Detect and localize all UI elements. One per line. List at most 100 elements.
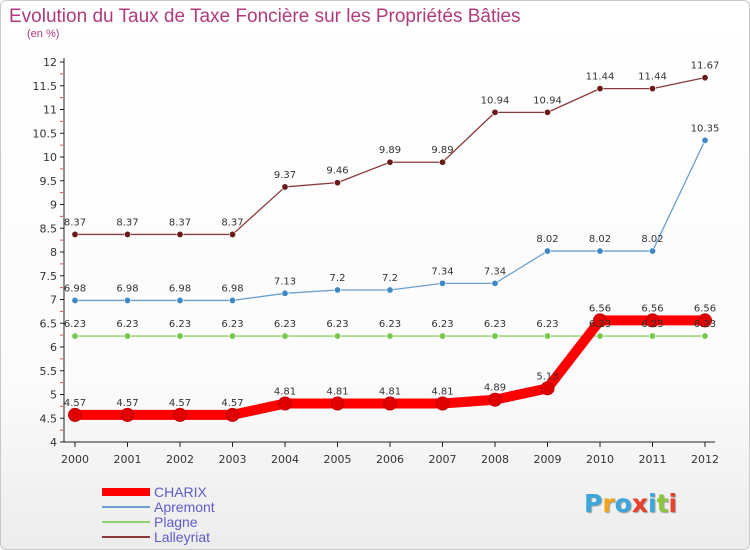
y-tick-label: 12	[43, 56, 57, 69]
data-point	[543, 108, 551, 116]
x-tick-label: 2006	[376, 453, 404, 466]
data-point	[330, 396, 345, 411]
data-label: 7.13	[274, 276, 296, 287]
data-label: 4.81	[379, 387, 401, 398]
data-label: 4.81	[326, 387, 348, 398]
logo-letter: i	[648, 489, 657, 518]
data-point	[491, 279, 499, 287]
x-tick-label: 2004	[271, 453, 299, 466]
data-label: 8.37	[116, 217, 138, 228]
data-label: 4.57	[116, 398, 138, 409]
data-label: 6.23	[536, 319, 558, 330]
data-point	[281, 289, 289, 297]
data-point	[173, 407, 187, 422]
x-tick-label: 2000	[61, 453, 89, 466]
data-label: 10.94	[533, 95, 562, 106]
y-tick-label: 9.5	[40, 175, 58, 188]
data-point	[648, 247, 656, 255]
data-point	[438, 332, 446, 340]
y-tick-label: 6.5	[40, 317, 58, 330]
data-label: 4.57	[221, 398, 243, 409]
data-point	[120, 407, 135, 422]
data-point	[176, 230, 184, 238]
data-label: 6.56	[641, 303, 663, 314]
data-label: 8.37	[64, 217, 86, 228]
data-point	[386, 332, 394, 340]
legend-label: Apremont	[154, 499, 215, 515]
data-point	[491, 108, 499, 116]
data-label: 8.02	[589, 234, 611, 245]
data-label: 6.23	[274, 319, 296, 330]
data-label: 6.56	[694, 303, 716, 314]
data-point	[281, 332, 289, 340]
logo-letter: x	[631, 489, 648, 518]
data-point	[229, 296, 237, 304]
data-point	[540, 381, 555, 396]
data-point	[543, 332, 551, 340]
data-label: 7.34	[431, 266, 453, 277]
y-tick-label: 10.5	[33, 127, 58, 140]
data-point	[648, 332, 656, 340]
data-point	[435, 396, 450, 411]
data-point	[543, 247, 551, 255]
x-tick-label: 2010	[586, 453, 614, 466]
x-tick-label: 2007	[429, 453, 457, 466]
y-tick-label: 9	[50, 199, 57, 212]
x-tick-label: 2012	[691, 453, 719, 466]
data-point	[701, 74, 709, 82]
data-label: 11.44	[638, 72, 667, 83]
y-tick-label: 6	[50, 341, 57, 354]
data-point	[333, 179, 341, 187]
x-tick-label: 2009	[534, 453, 562, 466]
data-label: 6.98	[116, 283, 138, 294]
y-tick-label: 7	[50, 294, 57, 307]
y-tick-label: 11	[43, 104, 57, 117]
data-label: 7.34	[484, 266, 506, 277]
logo-letter: t	[656, 489, 669, 518]
data-point	[488, 392, 502, 407]
y-tick-label: 5	[50, 389, 57, 402]
y-tick-label: 5.5	[40, 365, 58, 378]
data-label: 9.89	[379, 145, 401, 156]
legend-label: Lalleyriat	[154, 529, 210, 545]
logo-letter: P	[584, 489, 603, 518]
data-point	[229, 230, 237, 238]
data-label: 6.23	[64, 319, 86, 330]
data-point	[333, 332, 341, 340]
logo-letter: i	[668, 489, 678, 518]
data-label: 6.98	[221, 283, 243, 294]
data-label: 6.23	[589, 319, 611, 330]
data-label: 6.23	[431, 319, 453, 330]
y-tick-label: 10	[43, 151, 57, 164]
x-tick-label: 2008	[481, 453, 509, 466]
y-tick-label: 8	[50, 246, 57, 259]
data-point	[124, 296, 132, 304]
data-label: 7.2	[382, 273, 398, 284]
proxiti-logo: Proxiti	[584, 489, 677, 518]
data-label: 6.98	[169, 283, 191, 294]
data-point	[68, 407, 82, 422]
data-label: 6.23	[326, 319, 348, 330]
data-label: 6.23	[379, 319, 401, 330]
legend-label: CHARIX	[154, 484, 208, 500]
data-point	[593, 313, 607, 328]
data-label: 8.37	[221, 217, 243, 228]
data-label: 4.89	[484, 383, 506, 394]
data-label: 8.37	[169, 217, 191, 228]
data-label: 6.23	[169, 319, 191, 330]
y-tick-label: 8.5	[40, 222, 58, 235]
data-point	[596, 332, 604, 340]
x-tick-label: 2005	[324, 453, 352, 466]
x-tick-label: 2002	[166, 453, 194, 466]
data-label: 9.89	[431, 145, 453, 156]
data-point	[124, 332, 132, 340]
data-label: 4.57	[169, 398, 191, 409]
logo-letter: o	[614, 489, 632, 518]
data-point	[71, 230, 79, 238]
data-point	[438, 158, 446, 166]
y-tick-label: 7.5	[40, 270, 58, 283]
data-point	[701, 332, 709, 340]
data-point	[386, 286, 394, 294]
data-label: 11.44	[586, 72, 615, 83]
x-tick-label: 2003	[219, 453, 247, 466]
